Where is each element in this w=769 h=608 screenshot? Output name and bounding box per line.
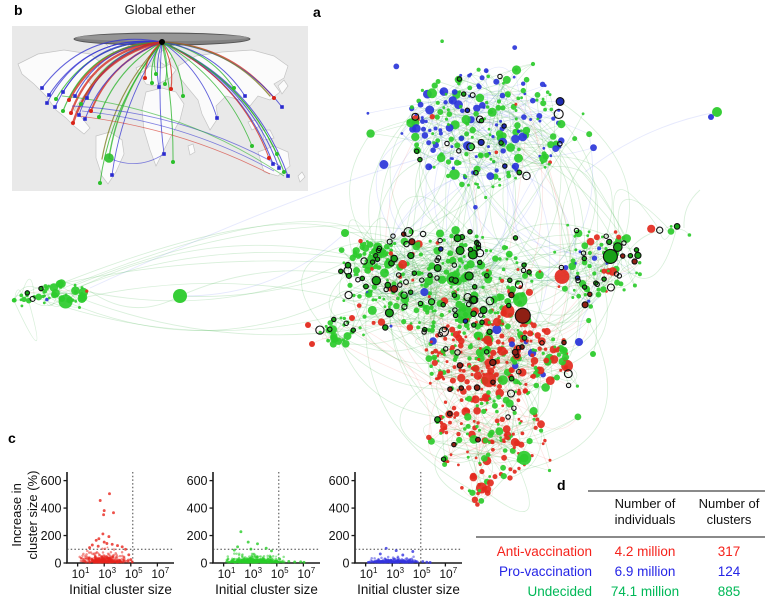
panel-label-c: c: [8, 430, 16, 446]
row-individuals: 74.1 million: [610, 584, 680, 599]
table-header-row: Number of individuals Number of clusters: [470, 496, 768, 528]
svg-text:600: 600: [41, 474, 62, 488]
col-header-individuals-line2: individuals: [614, 512, 676, 527]
table-row-undecided: Undecided 74.1 million 885: [470, 582, 768, 602]
svg-text:Initial cluster size: Initial cluster size: [215, 582, 318, 597]
panel-label-b: b: [14, 2, 23, 18]
svg-text:400: 400: [329, 502, 350, 516]
panel-label-d: d: [557, 477, 566, 493]
map-title: Global ether: [124, 2, 196, 17]
svg-text:200: 200: [41, 529, 62, 543]
svg-text:101: 101: [360, 566, 378, 581]
panel-label-a: a: [313, 4, 321, 20]
row-label: Anti-vaccination: [496, 544, 592, 559]
svg-text:200: 200: [329, 529, 350, 543]
y-label-line1: Increase in: [9, 483, 24, 547]
svg-text:101: 101: [218, 566, 236, 581]
row-label: Pro-vaccination: [498, 564, 592, 579]
table-row-anti-vaccination: Anti-vaccination 4.2 million 317: [470, 542, 768, 562]
svg-text:600: 600: [187, 474, 208, 488]
svg-text:400: 400: [187, 502, 208, 516]
svg-text:103: 103: [98, 566, 116, 581]
svg-text:105: 105: [271, 566, 289, 581]
svg-text:103: 103: [386, 566, 404, 581]
col-header-clusters-line1: Number of: [698, 496, 760, 511]
svg-text:107: 107: [151, 566, 169, 581]
row-individuals: 6.9 million: [614, 564, 676, 579]
svg-text:101: 101: [72, 566, 90, 581]
row-clusters: 124: [717, 564, 741, 579]
row-label: Undecided: [527, 584, 592, 599]
col-header-clusters: Number of clusters: [694, 496, 764, 528]
svg-text:107: 107: [439, 566, 457, 581]
col-header-individuals: Number of individuals: [596, 496, 694, 528]
svg-text:600: 600: [329, 474, 350, 488]
col-header-clusters-line2: clusters: [706, 512, 752, 527]
svg-text:0: 0: [201, 557, 208, 571]
row-individuals: 4.2 million: [614, 544, 676, 559]
row-clusters: 317: [717, 544, 741, 559]
scatter-y-axis-label: Increase in cluster size (%): [9, 440, 43, 590]
table-body: Anti-vaccination 4.2 million 317 Pro-vac…: [470, 542, 768, 602]
svg-text:0: 0: [55, 557, 62, 571]
svg-text:107: 107: [297, 566, 315, 581]
svg-text:105: 105: [413, 566, 431, 581]
table-top-rule: [588, 490, 765, 492]
svg-text:Initial cluster size: Initial cluster size: [69, 582, 172, 597]
svg-text:Initial cluster size: Initial cluster size: [357, 582, 460, 597]
col-header-individuals-line1: Number of: [614, 496, 676, 511]
svg-text:0: 0: [343, 557, 350, 571]
table-header-spacer: [470, 496, 596, 528]
row-clusters: 885: [717, 584, 741, 599]
svg-text:400: 400: [41, 502, 62, 516]
svg-text:103: 103: [244, 566, 262, 581]
table-row-pro-vaccination: Pro-vaccination 6.9 million 124: [470, 562, 768, 582]
svg-text:105: 105: [125, 566, 143, 581]
y-label-line2: cluster size (%): [25, 470, 40, 560]
svg-text:200: 200: [187, 529, 208, 543]
table-mid-rule: [476, 536, 765, 538]
global-ether-map: [12, 26, 308, 191]
